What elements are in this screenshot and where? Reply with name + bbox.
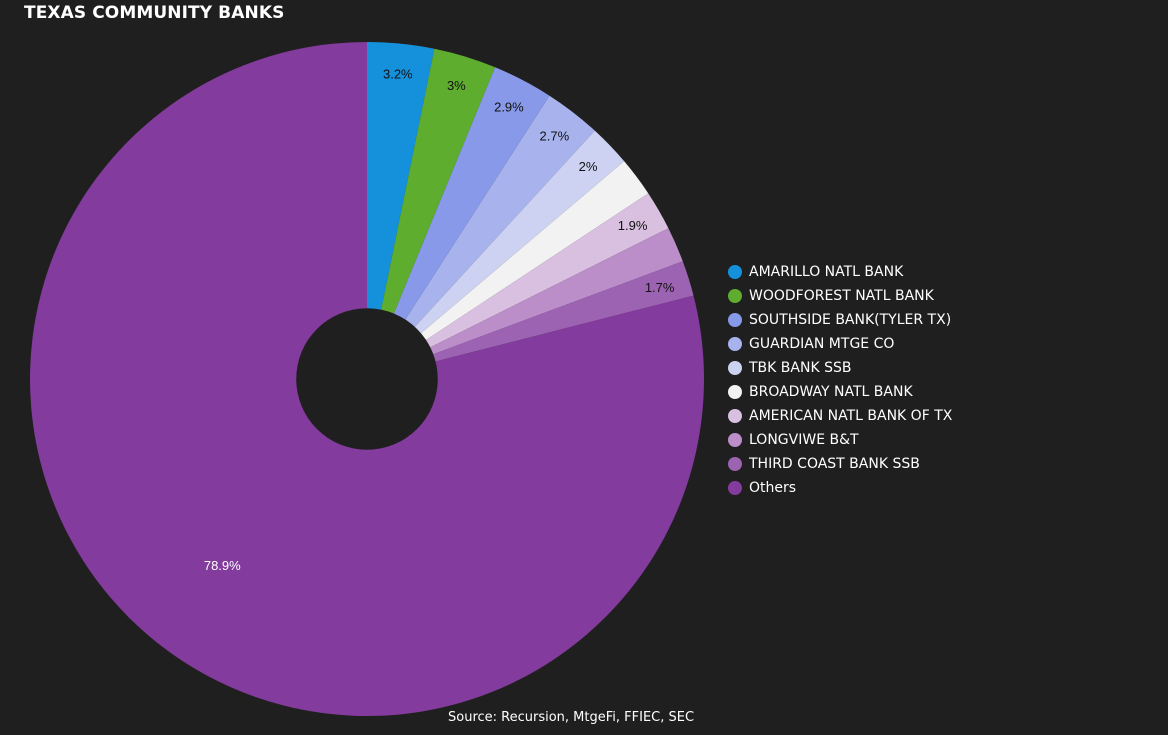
legend-item-longviwe-b-t[interactable]: LONGVIWE B&T [728,428,952,452]
legend-item-tbk-bank-ssb[interactable]: TBK BANK SSB [728,356,952,380]
donut-hole [296,308,438,450]
pie-slice-third-coast-bank-ssb[interactable] [367,261,694,379]
legend-label: SOUTHSIDE BANK(TYLER TX) [749,312,952,328]
legend-label: AMARILLO NATL BANK [749,264,904,280]
legend-item-woodforest-natl-bank[interactable]: WOODFOREST NATL BANK [728,284,952,308]
legend-swatch [728,313,742,327]
legend-label: GUARDIAN MTGE CO [749,336,895,352]
legend-label: AMERICAN NATL BANK OF TX [749,408,953,424]
source-note: Source: Recursion, MtgeFi, FFIEC, SEC [448,710,695,725]
legend-swatch [728,289,742,303]
legend-item-american-natl-bank-of-tx[interactable]: AMERICAN NATL BANK OF TX [728,404,952,428]
legend-swatch [728,385,742,399]
legend-item-broadway-natl-bank[interactable]: BROADWAY NATL BANK [728,380,952,404]
data-label-third-coast-bank-ssb: 1.7% [645,280,675,295]
pie-slice-woodforest-natl-bank[interactable] [367,48,496,379]
legend-swatch [728,457,742,471]
pie-slice-tbk-bank-ssb[interactable] [367,130,625,379]
pie-slice-broadway-natl-bank[interactable] [367,161,649,379]
pie-slice-longviwe-b-t[interactable] [367,228,683,379]
legend-swatch [728,361,742,375]
legend-label: Others [749,480,797,496]
legend-item-others[interactable]: Others [728,476,952,500]
legend-swatch [728,265,742,279]
legend-item-amarillo-natl-bank[interactable]: AMARILLO NATL BANK [728,260,952,284]
data-label-others: 78.9% [204,558,241,573]
legend-label: TBK BANK SSB [749,360,852,376]
legend-item-guardian-mtge-co[interactable]: GUARDIAN MTGE CO [728,332,952,356]
legend-item-third-coast-bank-ssb[interactable]: THIRD COAST BANK SSB [728,452,952,476]
legend-swatch [728,409,742,423]
legend-item-southside-bank-tyler-tx[interactable]: SOUTHSIDE BANK(TYLER TX) [728,308,952,332]
legend-label: LONGVIWE B&T [749,432,859,448]
legend-label: WOODFOREST NATL BANK [749,288,934,304]
pie-slice-amarillo-natl-bank[interactable] [367,42,435,379]
pie-chart: 3.2% 3% 2.9% 2.7% 2% 1.9% 1.7% 78.9% [30,42,705,716]
chart-title: TEXAS COMMUNITY BANKS [24,3,285,23]
data-label-amarillo-natl-bank: 3.2% [383,66,413,81]
pie-slice-southside-bank-tyler-tx[interactable] [367,67,550,379]
pie-slice-american-natl-bank-of-tx[interactable] [367,193,669,379]
data-label-american-natl-bank-of-tx: 1.9% [618,218,648,233]
data-label-woodforest-natl-bank: 3% [447,78,466,93]
legend-label: THIRD COAST BANK SSB [749,456,920,472]
data-label-southside-bank-tyler-tx: 2.9% [494,100,524,115]
pie-slice-guardian-mtge-co[interactable] [367,95,595,380]
legend-swatch [728,481,742,495]
legend-swatch [728,433,742,447]
chart-legend: AMARILLO NATL BANK WOODFOREST NATL BANK SO… [728,260,952,500]
data-label-tbk-bank-ssb: 2% [579,159,598,174]
legend-swatch [728,337,742,351]
legend-label: BROADWAY NATL BANK [749,384,913,400]
data-label-guardian-mtge-co: 2.7% [540,129,570,144]
